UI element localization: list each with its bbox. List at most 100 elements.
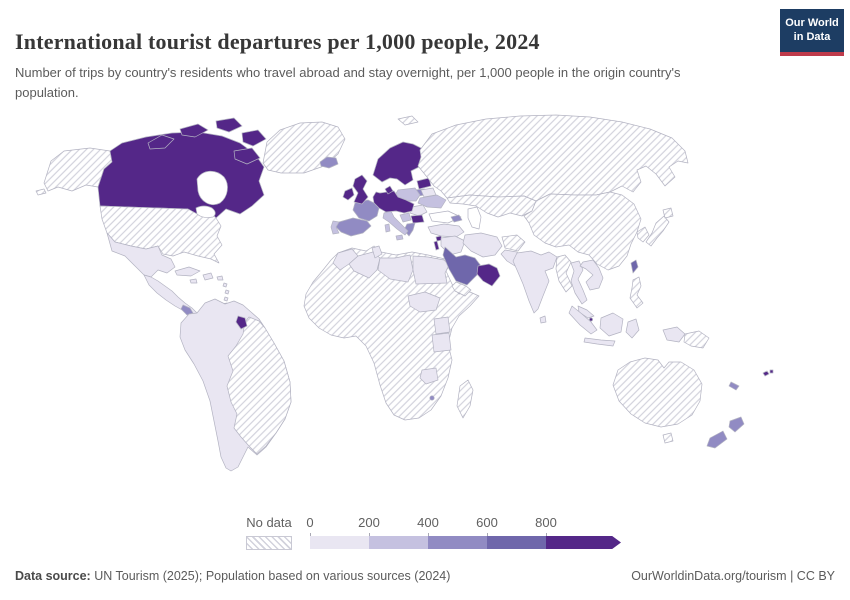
region-ireland[interactable] (342, 187, 355, 201)
legend-no-data-label: No data (246, 515, 292, 530)
region-canada-arctic-islands[interactable] (147, 117, 267, 165)
region-philippines[interactable] (629, 276, 644, 309)
region-zimbabwe[interactable] (419, 367, 439, 385)
region-iran[interactable] (462, 232, 503, 258)
region-egypt[interactable] (412, 255, 450, 285)
region-georgia[interactable] (450, 214, 463, 223)
legend-tick-labels: 0 200 400 600 800 (306, 515, 630, 533)
region-portugal[interactable] (330, 220, 340, 235)
region-serbia-bosnia[interactable] (399, 212, 412, 223)
legend-segment-200-400[interactable] (369, 536, 428, 549)
legend-tick-marks (310, 533, 630, 536)
region-malaysia[interactable] (577, 305, 595, 319)
region-vietnam-laos-cambodia[interactable] (579, 259, 604, 291)
region-yemen[interactable] (451, 281, 472, 297)
region-afghanistan[interactable] (501, 234, 526, 252)
world-map-svg (35, 114, 774, 472)
footer-right: OurWorldinData.org/tourism | CC BY (631, 569, 835, 583)
region-papua-new-guinea[interactable] (683, 330, 710, 349)
world-choropleth-map (0, 105, 850, 505)
legend-segment-800-plus[interactable] (546, 536, 605, 549)
region-australia[interactable] (612, 357, 703, 428)
region-spain[interactable] (335, 217, 372, 237)
region-myanmar[interactable] (555, 254, 573, 293)
region-french-guiana[interactable] (235, 315, 248, 330)
region-cuba[interactable] (174, 266, 201, 277)
chart-footer: Data source: UN Tourism (2025); Populati… (15, 569, 835, 583)
region-denmark[interactable] (384, 185, 394, 195)
region-svalbard[interactable] (397, 115, 419, 126)
region-saudi-arabia[interactable] (442, 246, 482, 286)
region-bulgaria[interactable] (410, 214, 425, 224)
region-canada[interactable] (97, 131, 265, 219)
license-text: | CC BY (786, 569, 835, 583)
legend-arrow (605, 536, 621, 549)
region-madagascar[interactable] (456, 379, 474, 419)
legend-segment-400-600[interactable] (428, 536, 487, 549)
region-sicily[interactable] (395, 234, 404, 241)
legend-color-bar: 0 200 400 600 800 (306, 515, 630, 549)
region-tasmania[interactable] (662, 432, 674, 444)
region-new-caledonia[interactable] (728, 381, 740, 391)
region-ukraine[interactable] (417, 194, 447, 209)
region-united-kingdom[interactable] (352, 174, 369, 205)
region-central-asia[interactable] (446, 194, 537, 218)
region-israel[interactable] (433, 240, 440, 251)
region-scandinavia[interactable] (372, 141, 426, 186)
legend-tick-600: 600 (476, 515, 498, 530)
owid-logo[interactable]: Our World in Data (780, 9, 844, 56)
region-sri-lanka[interactable] (539, 315, 547, 324)
region-fiji[interactable] (762, 369, 774, 377)
region-oman-uae[interactable] (476, 263, 501, 287)
region-japan[interactable] (645, 207, 674, 247)
region-new-zealand[interactable] (706, 416, 745, 449)
legend-tick-800: 800 (535, 515, 557, 530)
region-hispaniola[interactable] (202, 272, 214, 281)
region-brazil[interactable] (226, 316, 292, 455)
region-india[interactable] (512, 250, 558, 314)
owid-logo-line1: Our World (785, 16, 839, 29)
owid-link[interactable]: OurWorldinData.org/tourism (631, 569, 787, 583)
region-italy[interactable] (382, 210, 409, 236)
owid-logo-line2: in Data (793, 30, 831, 43)
legend-tick-0: 0 (306, 515, 314, 530)
region-estonia-latvia[interactable] (416, 177, 432, 190)
region-tunisia[interactable] (371, 245, 383, 259)
legend-no-data[interactable]: No data (246, 515, 292, 550)
region-lesser-antilles[interactable] (222, 282, 230, 302)
region-russia[interactable] (417, 114, 689, 202)
region-turkey[interactable] (427, 223, 465, 238)
region-singapore[interactable] (589, 317, 593, 322)
region-tanzania[interactable] (431, 332, 452, 353)
data-source-text: UN Tourism (2025); Population based on v… (90, 569, 451, 583)
page-title: International tourist departures per 1,0… (15, 28, 540, 54)
legend-no-data-swatch[interactable] (246, 536, 292, 550)
hudson-bay (196, 170, 228, 205)
region-jamaica[interactable] (189, 278, 198, 284)
chart-subtitle: Number of trips by country's residents w… (15, 65, 681, 100)
region-france[interactable] (352, 199, 380, 222)
region-indonesia[interactable] (568, 305, 686, 347)
legend-tick-200: 200 (358, 515, 380, 530)
legend-segment-0-200[interactable] (310, 536, 369, 549)
region-sardinia[interactable] (384, 223, 391, 233)
region-korea[interactable] (636, 226, 650, 243)
region-central-europe[interactable] (372, 190, 415, 214)
region-kenya[interactable] (433, 316, 451, 335)
region-iceland[interactable] (319, 156, 339, 169)
region-china-mongolia[interactable] (523, 191, 642, 271)
region-eswatini[interactable] (429, 395, 435, 401)
region-romania[interactable] (409, 204, 428, 217)
region-mexico[interactable] (106, 232, 176, 278)
region-taiwan[interactable] (630, 259, 639, 274)
legend-segments (310, 536, 630, 549)
legend-tick-400: 400 (417, 515, 439, 530)
data-source-line: Data source: UN Tourism (2025); Populati… (15, 569, 450, 583)
legend-segment-600-800[interactable] (487, 536, 546, 549)
region-ethiopia[interactable] (407, 291, 441, 313)
region-libya[interactable] (377, 254, 414, 283)
region-puerto-rico[interactable] (216, 275, 224, 281)
caspian-sea (467, 206, 482, 230)
data-source-label: Data source: (15, 569, 91, 583)
